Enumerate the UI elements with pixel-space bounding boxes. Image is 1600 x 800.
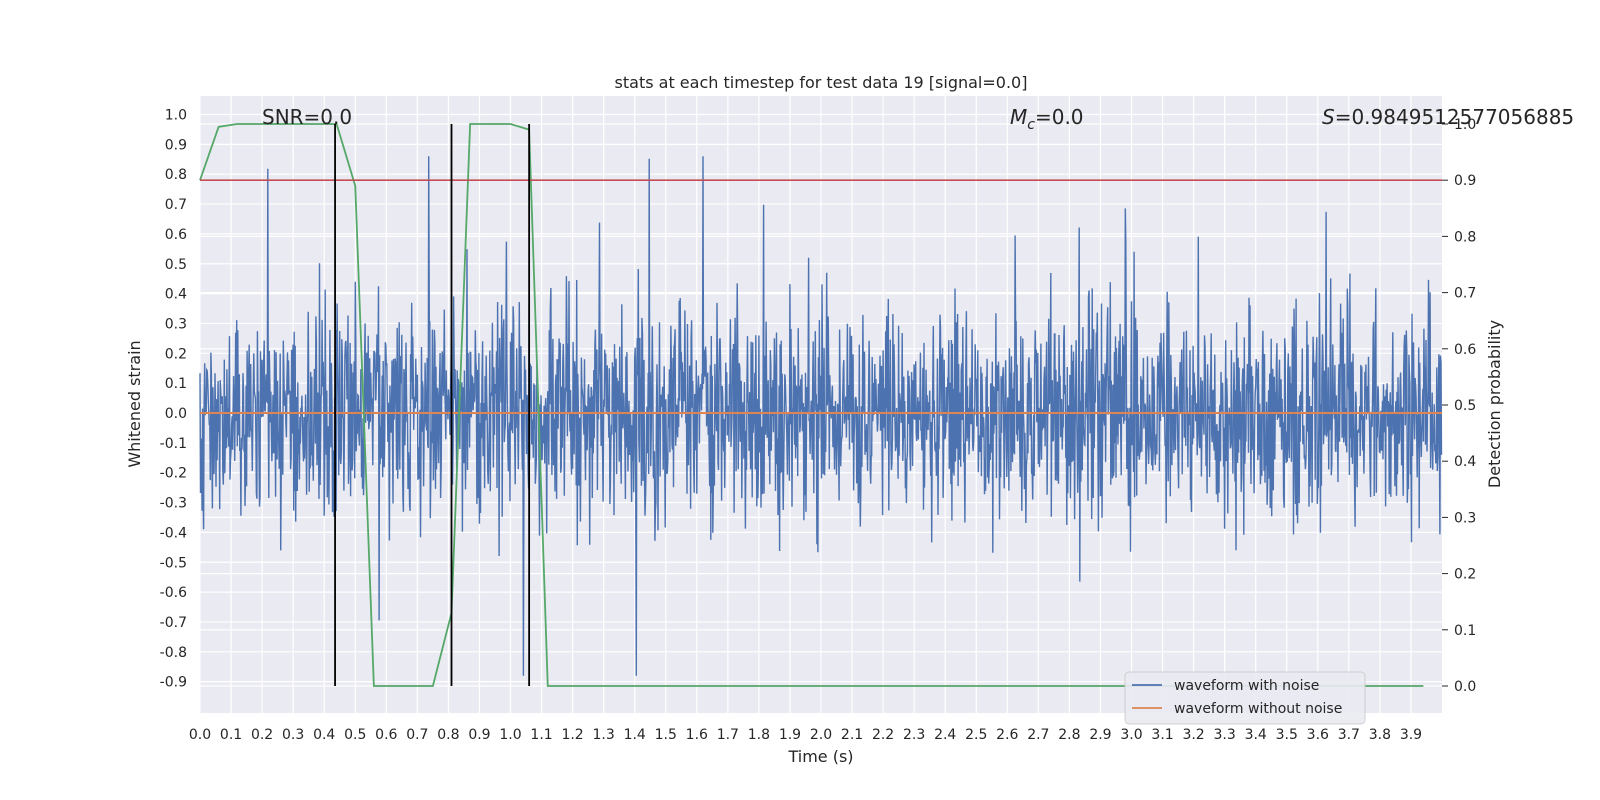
x-tick-label: 0.5 xyxy=(344,727,366,743)
left-axis-ticks: 1.0 0.9 0.8 0.7 0.6 0.5 0.4 0.3 0.2 0.1 0.0 -0.1 -0.… xyxy=(160,108,187,691)
s-symbol: S xyxy=(1322,105,1335,129)
left-tick-label: 0.2 xyxy=(165,346,187,362)
x-tick-label: 1.1 xyxy=(530,727,552,743)
x-tick-label: 2.1 xyxy=(841,727,863,743)
x-tick-label: 3.3 xyxy=(1214,727,1236,743)
x-tick-label: 3.7 xyxy=(1338,727,1360,743)
right-tick-label: 0.7 xyxy=(1454,286,1476,302)
left-tick-label: 0.0 xyxy=(165,406,187,422)
x-tick-label: 0.1 xyxy=(220,727,242,743)
mc-symbol: M xyxy=(1010,105,1027,129)
left-tick-label: 0.5 xyxy=(165,257,187,273)
noisy-waveform-line xyxy=(199,156,1443,676)
x-tick-label: 0.4 xyxy=(313,727,335,743)
left-tick-label: -0.2 xyxy=(160,466,187,482)
chart-title: stats at each timestep for test data 19 … xyxy=(615,73,1028,92)
x-tick-label: 2.6 xyxy=(996,727,1018,743)
x-tick-label: 3.4 xyxy=(1245,727,1267,743)
left-tick-label: -0.6 xyxy=(160,585,187,601)
left-tick-label: 0.1 xyxy=(165,376,187,392)
right-tick-label: 0.8 xyxy=(1454,229,1476,245)
left-tick-label: -0.9 xyxy=(160,675,187,691)
left-tick-label: -0.4 xyxy=(160,525,187,541)
x-tick-label: 1.7 xyxy=(717,727,739,743)
left-tick-label: -0.8 xyxy=(160,645,187,661)
right-tick-label: 0.9 xyxy=(1454,173,1476,189)
x-tick-label: 2.8 xyxy=(1058,727,1080,743)
x-tick-label: 1.6 xyxy=(686,727,708,743)
s-annotation: S=0.984951257705688​5 xyxy=(1322,105,1574,129)
x-tick-label: 3.0 xyxy=(1120,727,1142,743)
x-tick-label: 1.4 xyxy=(624,727,646,743)
x-tick-label: 0.0 xyxy=(189,727,211,743)
mc-annotation: Mc=0.0 xyxy=(1010,105,1084,133)
legend-label-waveform-with-noise: waveform with noise xyxy=(1174,678,1319,694)
x-tick-label: 3.1 xyxy=(1151,727,1173,743)
s-value: =0.984951257705688​5 xyxy=(1335,105,1574,129)
left-tick-label: -0.1 xyxy=(160,436,187,452)
legend: waveform with noise waveform without noi… xyxy=(1124,671,1366,725)
right-tick-label: 1.0 xyxy=(1454,117,1476,133)
left-tick-label: -0.3 xyxy=(160,496,187,512)
mc-value: =0.0 xyxy=(1035,105,1084,129)
legend-box xyxy=(1124,671,1366,725)
left-tick-label: 1.0 xyxy=(165,108,187,124)
left-axis-label: Whitened strain xyxy=(125,340,144,467)
left-tick-label: 0.6 xyxy=(165,227,187,243)
right-tick-label: 0.2 xyxy=(1454,567,1476,583)
right-tick-label: 0.5 xyxy=(1454,398,1476,414)
x-tick-label: 2.2 xyxy=(872,727,894,743)
x-tick-label: 1.8 xyxy=(748,727,770,743)
right-axis-label: Detection probability xyxy=(1485,320,1504,488)
snr-annotation: SNR=0.0 xyxy=(262,105,352,129)
x-tick-label: 2.4 xyxy=(934,727,956,743)
x-tick-label: 2.0 xyxy=(810,727,832,743)
series-waveform-with-noise xyxy=(199,156,1443,676)
x-tick-label: 0.7 xyxy=(406,727,428,743)
right-axis-ticks: 1.0 0.9 0.8 0.7 0.6 0.5 0.4 0.3 0.2 0.1 0.0 xyxy=(1442,117,1476,695)
x-tick-label: 2.9 xyxy=(1089,727,1111,743)
x-tick-label: 1.3 xyxy=(593,727,615,743)
x-tick-label: 1.2 xyxy=(561,727,583,743)
vertical-markers xyxy=(334,124,531,686)
right-tick-label: 0.0 xyxy=(1454,679,1476,695)
x-tick-label: 0.3 xyxy=(282,727,304,743)
right-tick-label: 0.3 xyxy=(1454,510,1476,526)
left-tick-label: -0.5 xyxy=(160,555,187,571)
x-tick-label: 3.2 xyxy=(1182,727,1204,743)
right-tick-label: 0.6 xyxy=(1454,342,1476,358)
left-tick-label: 0.9 xyxy=(165,137,187,153)
x-tick-label: 3.5 xyxy=(1276,727,1298,743)
x-tick-label: 2.7 xyxy=(1027,727,1049,743)
left-tick-label: 0.4 xyxy=(165,287,187,303)
legend-label-waveform-without-noise: waveform without noise xyxy=(1174,701,1342,717)
x-tick-label: 1.0 xyxy=(499,727,521,743)
x-tick-label: 2.5 xyxy=(965,727,987,743)
x-tick-label: 2.3 xyxy=(903,727,925,743)
right-tick-label: 0.4 xyxy=(1454,454,1476,470)
x-tick-label: 0.2 xyxy=(251,727,273,743)
left-tick-label: -0.7 xyxy=(160,615,187,631)
mc-subscript: c xyxy=(1027,117,1035,133)
x-tick-label: 3.8 xyxy=(1369,727,1391,743)
x-tick-label: 0.6 xyxy=(375,727,397,743)
x-tick-label: 1.5 xyxy=(655,727,677,743)
left-tick-label: 0.7 xyxy=(165,197,187,213)
x-tick-label: 3.9 xyxy=(1400,727,1422,743)
right-tick-label: 0.1 xyxy=(1454,623,1476,639)
x-axis-label: Time (s) xyxy=(787,747,853,766)
left-tick-label: 0.3 xyxy=(165,316,187,332)
x-tick-label: 1.9 xyxy=(779,727,801,743)
x-tick-label: 0.8 xyxy=(437,727,459,743)
x-tick-label: 3.6 xyxy=(1307,727,1329,743)
left-tick-label: 0.8 xyxy=(165,167,187,183)
x-tick-label: 0.9 xyxy=(468,727,490,743)
x-axis-ticks: 0.0 0.1 0.2 0.3 0.4 0.5 0.6 0.7 0.8 0.9 1.0 1.1 1.2 1… xyxy=(189,727,1422,743)
